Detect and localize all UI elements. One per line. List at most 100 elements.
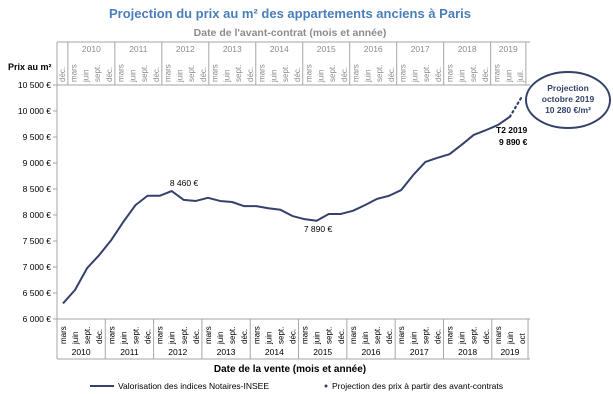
x-tick-label: déc. — [246, 67, 255, 82]
y-tick-label: 7 000 € — [23, 262, 52, 272]
x-tick-label: juin — [264, 332, 273, 345]
x-tick-label: juin — [175, 70, 184, 83]
x-tick-label: sept. — [93, 65, 102, 82]
x-tick-label: déc. — [289, 329, 298, 344]
x-tick-label: sept. — [422, 65, 431, 82]
year-label: 2017 — [411, 44, 430, 54]
x-tick-label: sept. — [421, 327, 430, 344]
legend-label: Valorisation des indices Notaires-INSEE — [118, 381, 269, 391]
x-tick-label: mars — [117, 64, 126, 82]
x-tick-label: sept. — [281, 65, 290, 82]
x-tick-label: déc. — [385, 329, 394, 344]
chart-title: Projection du prix au m² des appartement… — [109, 6, 471, 21]
x-tick-label: déc. — [95, 329, 104, 344]
x-tick-label: mars — [397, 326, 406, 344]
x-tick-label: sept. — [469, 65, 478, 82]
x-tick-label: mars — [211, 64, 220, 82]
x-tick-label: déc. — [152, 67, 161, 82]
x-tick-label: juin — [313, 332, 322, 345]
x-tick-label: déc. — [192, 329, 201, 344]
x-tick-label: juin — [363, 70, 372, 83]
y-tick-label: 10 000 € — [18, 106, 51, 116]
annotation: T2 2019 — [496, 125, 527, 135]
x-tick-label: déc. — [482, 329, 491, 344]
x-tick-label: sept. — [187, 65, 196, 82]
y-tick-label: 10 500 € — [18, 80, 51, 90]
legend-label: Projection des prix à partir des avant-c… — [332, 381, 503, 391]
x-tick-label: sept. — [234, 65, 243, 82]
x-tick-label: mars — [164, 64, 173, 82]
x-tick-label: juin — [71, 332, 80, 345]
x-tick-label: mars — [305, 64, 314, 82]
x-axis-title: Date de la vente (mois et année) — [214, 364, 366, 375]
x-tick-label: mars — [252, 326, 261, 344]
year-label: 2016 — [364, 44, 383, 54]
y-tick-label: 6 500 € — [23, 288, 52, 298]
annotation: 9 890 € — [499, 137, 528, 147]
x-tick-label: juin — [506, 332, 515, 345]
x-tick-label: mars — [156, 326, 165, 344]
x-tick-label: déc. — [199, 67, 208, 82]
year-label: 2012 — [176, 44, 195, 54]
x-tick-label: sept. — [276, 327, 285, 344]
x-tick-label: juin — [128, 70, 137, 83]
legend-marker — [324, 384, 328, 388]
x-tick-label: déc. — [105, 67, 114, 82]
year-label: 2015 — [313, 347, 332, 357]
callout-text: Projection — [547, 83, 589, 93]
x-tick-label: déc. — [240, 329, 249, 344]
x-tick-label: juin — [458, 332, 467, 345]
y-tick-label: 9 500 € — [23, 132, 52, 142]
x-tick-label: mars — [70, 64, 79, 82]
x-tick-label: juin — [504, 70, 513, 83]
year-label: 2010 — [72, 347, 91, 357]
year-label: 2014 — [270, 44, 289, 54]
x-tick-label: mars — [204, 326, 213, 344]
year-label: 2018 — [458, 347, 477, 357]
x-tick-label: sept. — [180, 327, 189, 344]
x-tick-label: mars — [59, 326, 68, 344]
x-tick-label: juin — [316, 70, 325, 83]
x-tick-label: sept. — [131, 327, 140, 344]
x-tick-label: mars — [258, 64, 267, 82]
x-tick-label: juin — [216, 332, 225, 345]
x-tick-label: mars — [301, 326, 310, 344]
x-tick-label: sept. — [83, 327, 92, 344]
x-tick-label: sept. — [140, 65, 149, 82]
x-tick-label: mars — [446, 326, 455, 344]
y-tick-label: 6 000 € — [23, 314, 52, 324]
year-label: 2013 — [217, 347, 236, 357]
x-tick-label: juin — [457, 70, 466, 83]
x-tick-label: juin — [81, 70, 90, 83]
x-tick-label: juin — [410, 70, 419, 83]
x-tick-label: déc. — [58, 67, 67, 82]
x-tick-label: juin — [409, 332, 418, 345]
year-label: 2011 — [120, 347, 139, 357]
year-label: 2016 — [362, 347, 381, 357]
x-tick-label: mars — [446, 64, 455, 82]
series-line — [508, 95, 524, 118]
x-tick-label: juil. — [516, 70, 525, 83]
x-tick-label: déc. — [293, 67, 302, 82]
x-tick-label: juin — [222, 70, 231, 83]
x-tick-label: mars — [349, 326, 358, 344]
x-tick-label: oct — [518, 333, 527, 344]
x-tick-label: déc. — [481, 67, 490, 82]
series-line — [62, 115, 511, 305]
x-tick-label: déc. — [387, 67, 396, 82]
year-label: 2014 — [265, 347, 284, 357]
x-tick-label: sept. — [375, 65, 384, 82]
year-label: 2017 — [410, 347, 429, 357]
year-label: 2011 — [129, 44, 148, 54]
year-label: 2013 — [223, 44, 242, 54]
x-tick-label: déc. — [144, 329, 153, 344]
x-tick-label: sept. — [328, 65, 337, 82]
year-label: 2018 — [458, 44, 477, 54]
y-tick-label: 8 500 € — [23, 184, 52, 194]
x-tick-label: sept. — [373, 327, 382, 344]
x-tick-label: déc. — [337, 329, 346, 344]
year-label: 2019 — [499, 44, 518, 54]
callout-text: 10 280 €/m² — [545, 105, 591, 115]
